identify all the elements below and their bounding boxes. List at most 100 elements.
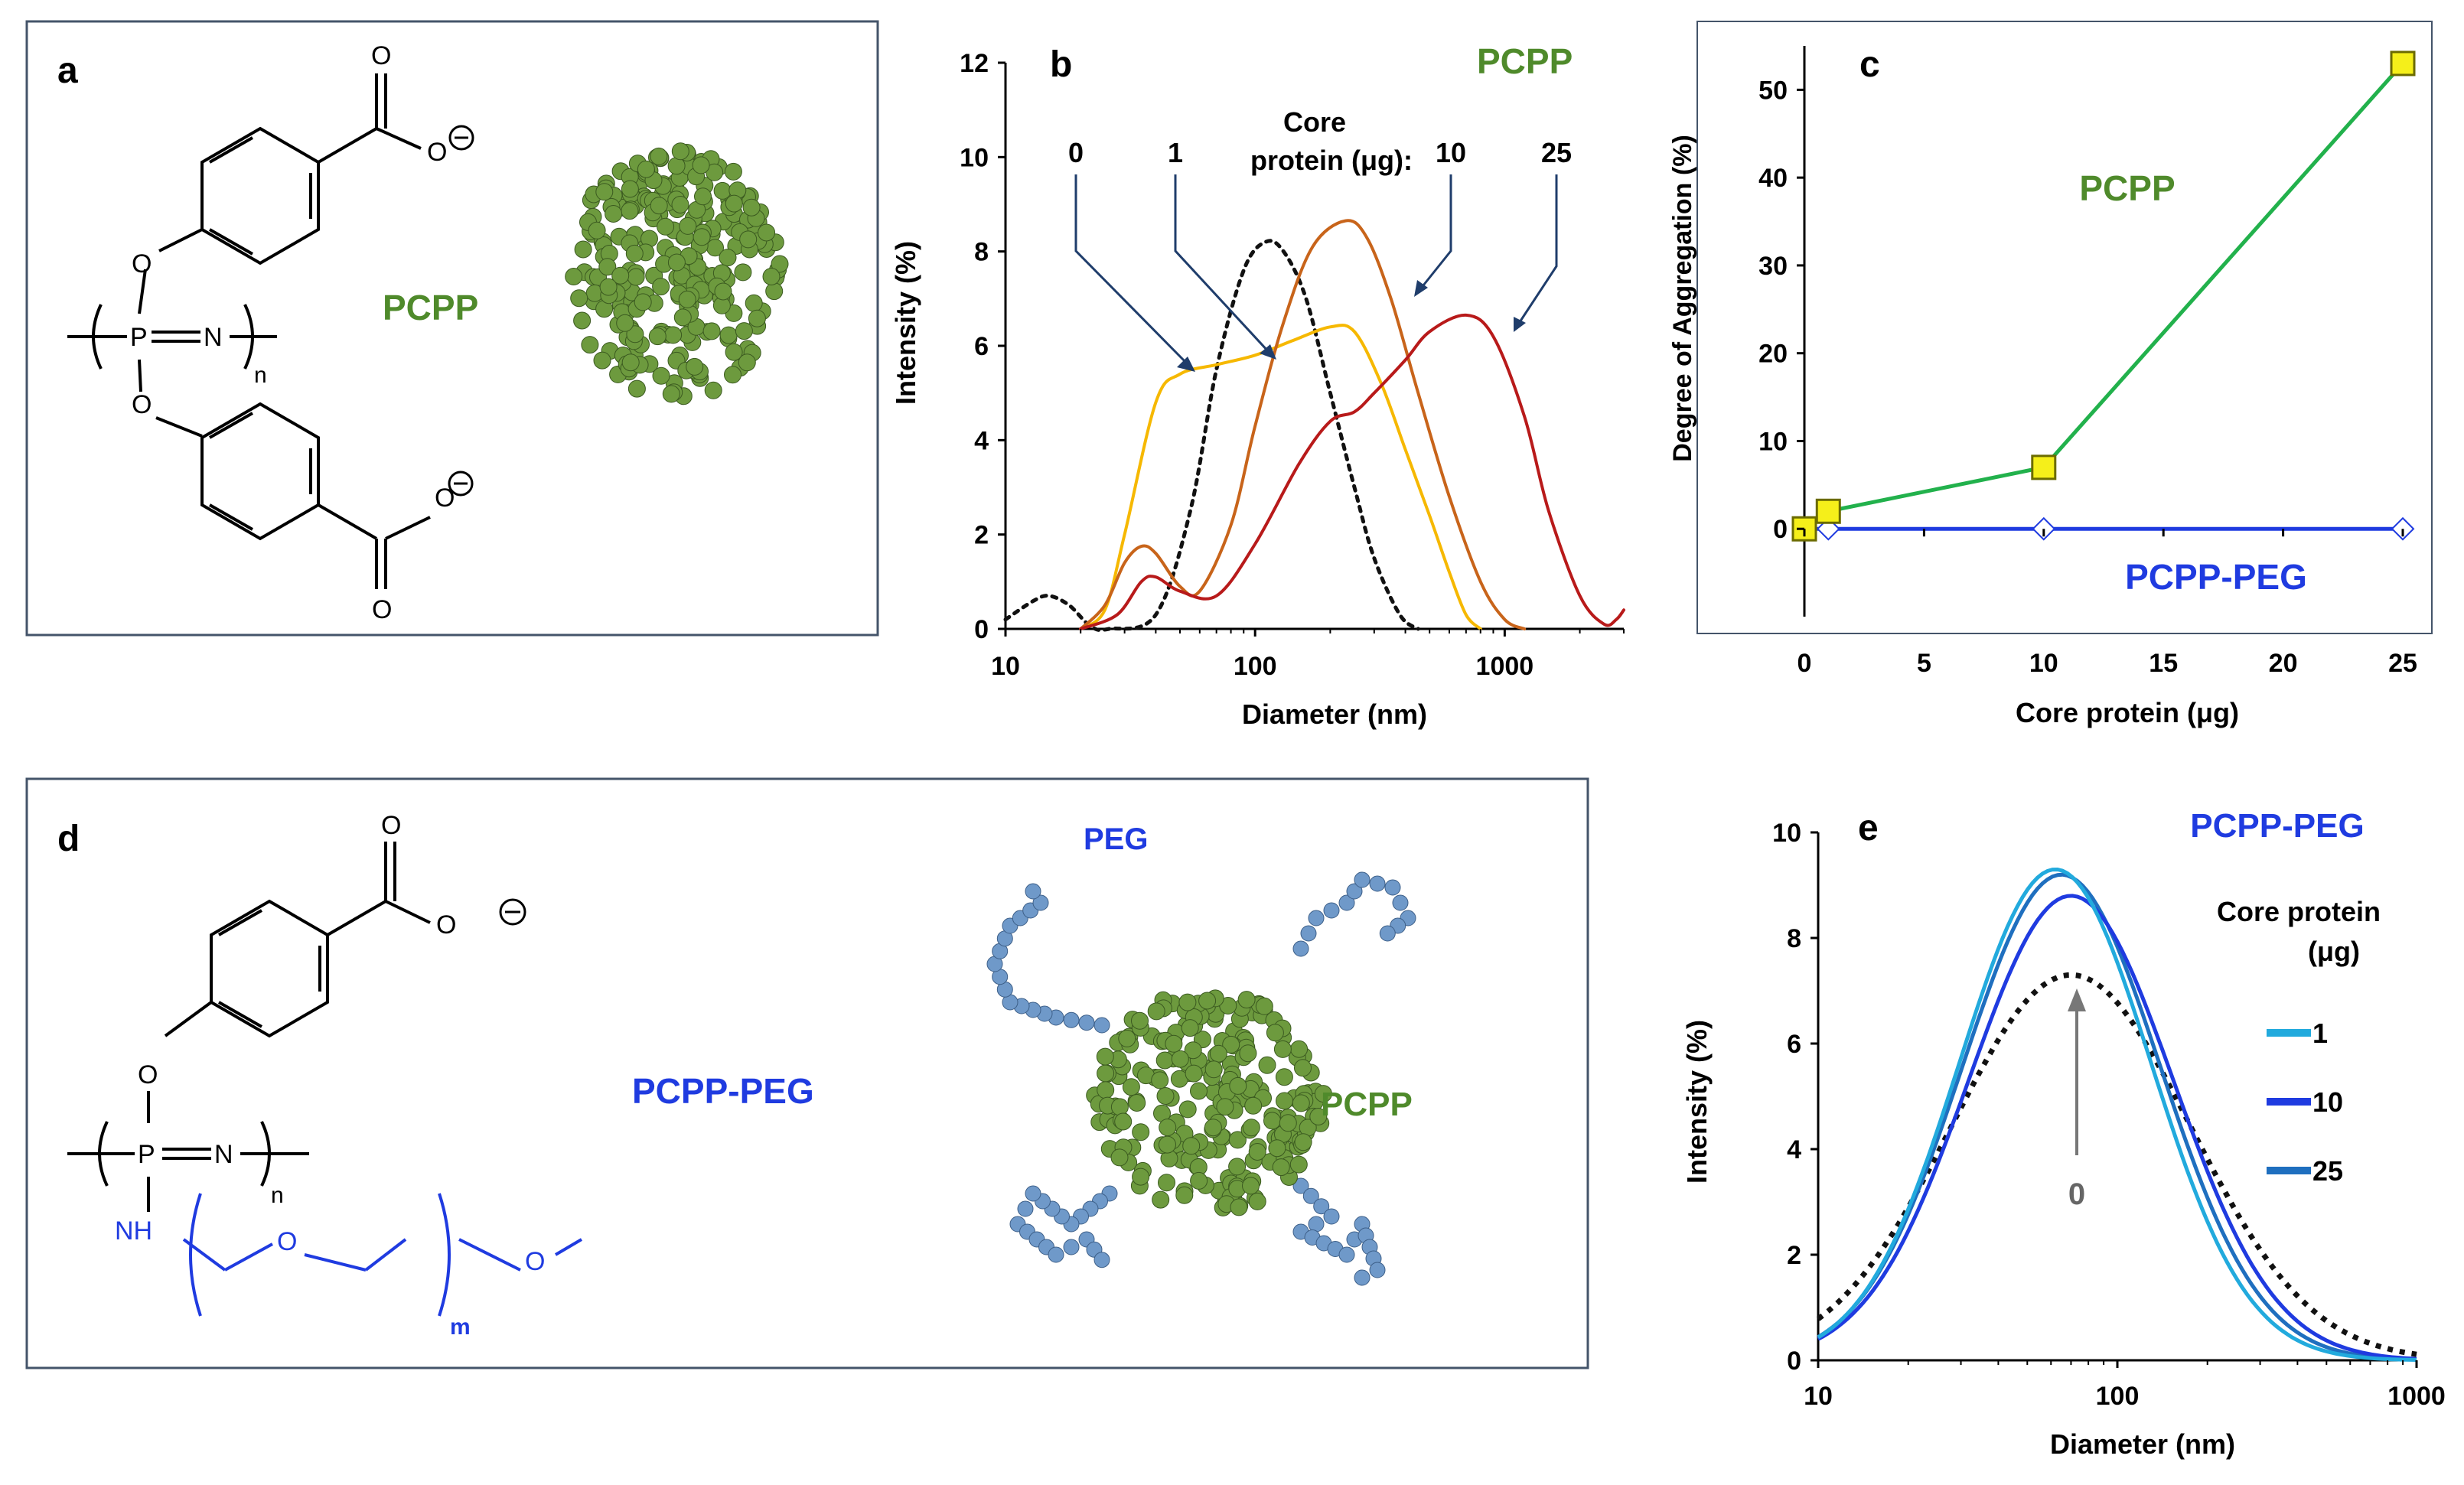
bead	[692, 156, 710, 174]
bead	[738, 353, 756, 372]
legend-title-line2: (μg)	[2308, 936, 2360, 967]
bead	[671, 142, 689, 161]
chart-c-xtick-label: 10	[2029, 649, 2058, 678]
chart-c-line-PCPP	[1803, 62, 2404, 531]
atom-o: O	[525, 1247, 545, 1276]
peg-bead	[1292, 940, 1309, 957]
chart-c-ytick-label: 0	[1773, 515, 1788, 544]
bead	[599, 278, 618, 296]
atom-o: O	[132, 390, 152, 419]
bead	[739, 230, 758, 249]
bead	[605, 205, 623, 223]
peg-chain-structure	[182, 1193, 583, 1317]
peg-bead	[1308, 1216, 1325, 1233]
bead	[678, 290, 696, 308]
bead	[1132, 1123, 1150, 1141]
series-label-1: 1	[1168, 137, 1183, 168]
bead	[1255, 997, 1273, 1015]
bead	[1216, 1098, 1234, 1116]
bead	[626, 325, 644, 344]
annotation-arrowheads	[1177, 280, 1526, 372]
chart-c-xtick-label: 5	[1917, 649, 1931, 678]
bead	[1263, 1112, 1281, 1130]
bead	[725, 343, 743, 361]
bead	[1239, 1044, 1257, 1063]
bead	[1230, 1198, 1248, 1216]
bead	[1314, 1085, 1332, 1103]
bead	[1229, 1076, 1247, 1095]
chart-c-xtick-label: 25	[2388, 649, 2417, 678]
bead	[1122, 1078, 1140, 1096]
bead	[1110, 1148, 1129, 1167]
pcpp-structure	[67, 73, 474, 589]
bead	[1242, 1177, 1260, 1195]
chart-b-series-line-25	[1079, 313, 1625, 630]
chart-b-ytick-label: 10	[960, 143, 989, 172]
bead	[1272, 1158, 1290, 1177]
subscript-n: n	[271, 1183, 284, 1208]
bead	[652, 278, 670, 296]
chart-e-series-line-1	[1817, 867, 2417, 1362]
bead	[648, 327, 667, 346]
bead	[1266, 1024, 1284, 1042]
atom-o: O	[435, 484, 455, 513]
atom-p: P	[138, 1140, 155, 1169]
chart-e-xtick-label: 1000	[2387, 1382, 2446, 1411]
bead	[1181, 1019, 1199, 1037]
chart-e-ytick-label: 10	[1772, 819, 1801, 848]
bead	[1097, 1081, 1115, 1099]
panel-b-letter: b	[1050, 44, 1072, 85]
bead	[1184, 1041, 1202, 1060]
chart-b-ytick-label: 6	[974, 332, 989, 361]
bead	[1151, 1071, 1169, 1089]
bead	[667, 157, 686, 175]
bead	[1222, 1035, 1240, 1054]
peg-bead	[1063, 1239, 1080, 1255]
chart-c-xtick-label: 15	[2149, 649, 2178, 678]
pcpp-peg-bead-cluster	[986, 871, 1416, 1286]
bead	[1289, 1155, 1308, 1174]
annotation-protein: protein (μg):	[1250, 145, 1413, 176]
atom-o: O	[372, 595, 392, 624]
bead	[745, 294, 763, 312]
chart-c-ytick-label: 40	[1758, 164, 1788, 193]
peg-bead	[1354, 871, 1371, 888]
legend-label-25: 25	[2312, 1155, 2343, 1187]
zero-label: 0	[2068, 1177, 2085, 1211]
peg-bead	[1346, 883, 1363, 900]
peg-bead	[1032, 894, 1049, 911]
bead	[1204, 1060, 1223, 1079]
panel-e-letter: e	[1858, 808, 1879, 848]
bead	[650, 197, 668, 215]
peg-atom-labels: NH O O m	[115, 1216, 545, 1340]
bead	[673, 308, 692, 327]
bead	[581, 336, 599, 354]
bead	[598, 258, 617, 276]
bead	[625, 244, 644, 262]
bead	[671, 196, 689, 213]
bead	[1178, 993, 1197, 1011]
bead	[1114, 1112, 1133, 1131]
chart-b-ytick-label: 12	[960, 49, 989, 78]
series-label-25: 25	[1541, 137, 1572, 168]
bead	[616, 314, 634, 332]
bead	[1128, 1094, 1146, 1112]
series-label-10: 10	[1436, 137, 1466, 168]
panel-a: a	[25, 20, 879, 637]
bead	[1110, 1098, 1129, 1116]
bead	[724, 162, 742, 181]
bead	[1185, 1064, 1203, 1083]
bead	[1171, 1050, 1189, 1068]
bead	[724, 366, 741, 384]
bead	[762, 268, 781, 285]
atom-o: O	[381, 811, 401, 840]
pcpp-peg-label: PCPP-PEG	[632, 1071, 814, 1111]
bead	[1190, 1171, 1208, 1190]
peg-bead	[1048, 1246, 1064, 1263]
series-label-0: 0	[1068, 137, 1084, 168]
bead	[657, 217, 675, 236]
bead	[664, 326, 683, 344]
chart-b-ytick-label: 0	[974, 615, 989, 644]
